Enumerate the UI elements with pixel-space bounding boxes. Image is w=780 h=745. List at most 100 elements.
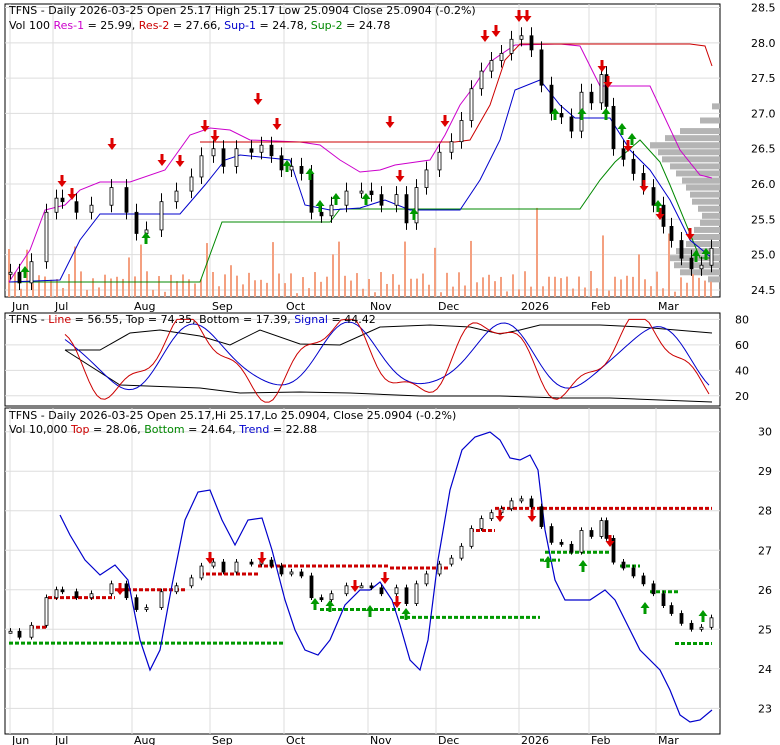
profile-bar (662, 156, 720, 163)
osc-y-tick: 40 (735, 364, 749, 377)
volume-bar (104, 274, 106, 297)
volume-bar (98, 287, 100, 297)
trend-candle-body (631, 567, 636, 577)
trend-candle-body (234, 561, 239, 573)
trend-candle-body (189, 577, 194, 587)
trend-candle-body (709, 617, 714, 628)
trend-candle-body (424, 573, 429, 585)
trend-candle-body (54, 589, 59, 599)
price-header-line2: Vol 100 Res-1 = 25.99, Res-2 = 27.66, Su… (9, 19, 390, 32)
candle-body (379, 194, 384, 206)
volume-bar (32, 283, 34, 297)
up-arrow (361, 193, 371, 205)
down-arrow (210, 130, 220, 142)
volume-bar (86, 289, 88, 297)
trend-panel: 30 29 28 27 26 25 24 23 TFNS - Daily 2026-03-25… (4, 407, 772, 735)
volume-bar (206, 243, 208, 297)
osc-line-value: = 56.55, (71, 313, 126, 326)
res1-value: = 25.99, (84, 19, 139, 32)
sup2-line (9, 139, 712, 283)
trend-candle-body (144, 607, 149, 610)
candle-body (299, 165, 304, 174)
volume-bar (218, 286, 220, 297)
trend-up-arrow (401, 608, 411, 620)
volume-bar (146, 271, 148, 297)
x-label: Nov (370, 300, 392, 313)
trend-candle-body (479, 518, 484, 529)
candle-body (211, 148, 216, 157)
x-label-bottom: Sep (212, 734, 233, 745)
down-arrow (175, 155, 185, 167)
osc-top-value: = 74.35, (144, 313, 199, 326)
volume-bar (434, 247, 436, 297)
osc-ticker: TFNS (8, 313, 37, 326)
up-arrow (305, 168, 315, 180)
volume-bar (356, 273, 358, 297)
down-arrow (603, 76, 613, 88)
candle-body (539, 49, 544, 86)
profile-bar (712, 103, 720, 110)
price-gridlines (5, 4, 720, 297)
candle-body (394, 194, 399, 206)
trend-up-arrow (640, 602, 650, 614)
candle-body (459, 120, 464, 143)
up-arrow (691, 250, 701, 262)
candle-body (621, 148, 626, 160)
osc-y-axis: 80 60 40 20 (735, 313, 749, 402)
candle-body (651, 187, 656, 206)
candle-body (479, 70, 484, 90)
trend-down-arrow (257, 552, 267, 564)
candle-body (569, 116, 574, 132)
candle-body (589, 91, 594, 104)
volume-bar (254, 280, 256, 297)
trend-up-arrow (365, 605, 375, 617)
volume-bar (44, 276, 46, 297)
volume-bar (596, 288, 598, 297)
candle-body (404, 194, 409, 224)
osc-bottom-line (64, 349, 713, 403)
volume-bar (14, 272, 16, 297)
volume-bar (260, 279, 262, 297)
volume-bar (332, 254, 334, 297)
down-arrow (655, 208, 665, 220)
volume-bar (704, 280, 706, 297)
trend-top-label: Top (70, 423, 90, 436)
down-arrow (57, 175, 67, 187)
volume-bar (290, 273, 292, 297)
volume-bar (638, 254, 640, 297)
volume-bar (386, 283, 388, 297)
trend-y-tick: 30 (758, 426, 772, 439)
trend-up-arrow (698, 610, 708, 622)
candle-body (424, 169, 429, 188)
volume-bar (248, 272, 250, 297)
candle-body (449, 141, 454, 153)
volume-bar (80, 271, 82, 297)
trend-trend-value: = 22.88 (269, 423, 317, 436)
volume-bar (74, 246, 76, 297)
trend-line (59, 431, 713, 723)
trend-bottom-value: = 24.64, (185, 423, 240, 436)
down-arrow (385, 116, 395, 128)
candle-body (221, 148, 226, 167)
trend-down-arrow (392, 596, 402, 608)
down-arrow (272, 118, 282, 130)
oscillator-panel: 80 60 40 20 TFNS - Line = 56.55, Top = 74.3… (4, 312, 749, 407)
volume-bar (242, 284, 244, 297)
trend-candle-body (8, 630, 13, 634)
down-arrow (514, 10, 524, 22)
candle-body (709, 247, 714, 266)
volume-bar (440, 292, 442, 297)
trend-candle-body (159, 591, 164, 608)
osc-gridlines (5, 318, 720, 397)
profile-bar (676, 170, 720, 177)
price-y-axis: 28.5 28.0 27.5 27.0 26.5 26.0 25.5 25.0 24.5 (751, 2, 776, 297)
trend-trend-label: Trend (238, 423, 269, 436)
volume-bar (344, 275, 346, 297)
candle-body (689, 257, 694, 270)
profile-bar (702, 212, 720, 219)
trend-panel-frame (4, 407, 721, 735)
res1-label: Res-1 (53, 19, 84, 32)
volume-bar (338, 241, 340, 297)
trend-down-arrow (605, 535, 615, 547)
volume-bar (350, 280, 352, 297)
